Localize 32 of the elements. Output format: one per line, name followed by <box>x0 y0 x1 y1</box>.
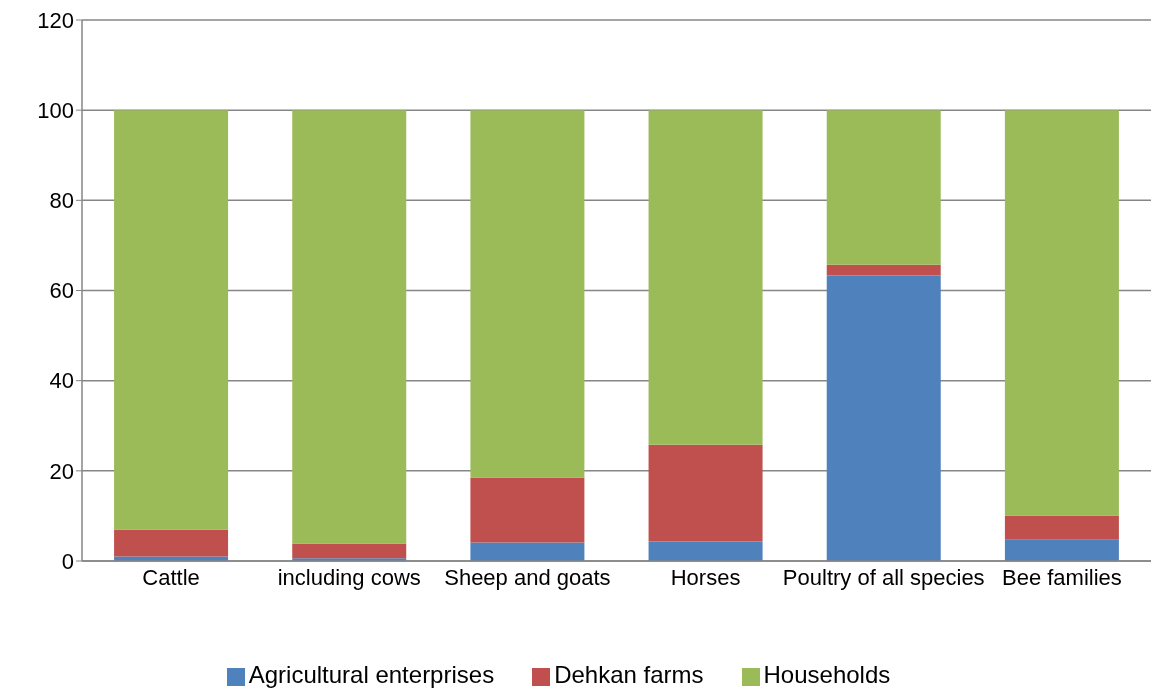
x-tick-label: Sheep and goats <box>444 564 611 590</box>
bar <box>1004 515 1119 540</box>
bar <box>826 110 941 265</box>
legend-label: Dehkan farms <box>554 661 704 688</box>
bar <box>292 543 407 559</box>
bar <box>470 477 585 543</box>
y-tick-label: 0 <box>61 548 74 574</box>
x-tick-label: Poultry of all species <box>782 564 985 590</box>
legend-label: Households <box>763 661 891 688</box>
bar <box>648 541 763 561</box>
bar <box>292 110 407 544</box>
y-tick-label: 100 <box>37 97 74 123</box>
bar <box>470 542 585 561</box>
y-tick-label: 60 <box>49 278 74 304</box>
legend-label: Agricultural enterprises <box>248 661 495 688</box>
bar <box>826 264 941 276</box>
bar <box>648 110 763 445</box>
x-tick-label: Horses <box>670 564 741 590</box>
bar <box>826 275 941 561</box>
x-tick-label: including cows <box>277 564 421 590</box>
y-tick-label: 40 <box>49 368 74 394</box>
y-tick-label: 20 <box>49 458 74 484</box>
x-tick-label: Bee families <box>1001 564 1122 590</box>
y-tick-label: 80 <box>49 188 74 214</box>
bar <box>648 444 763 542</box>
bar <box>114 529 229 557</box>
bar <box>1004 539 1119 561</box>
y-tick-label: 120 <box>37 7 74 33</box>
bar <box>1004 110 1119 516</box>
x-tick-label: Cattle <box>142 564 200 590</box>
bar <box>114 110 229 530</box>
bar <box>470 110 585 478</box>
